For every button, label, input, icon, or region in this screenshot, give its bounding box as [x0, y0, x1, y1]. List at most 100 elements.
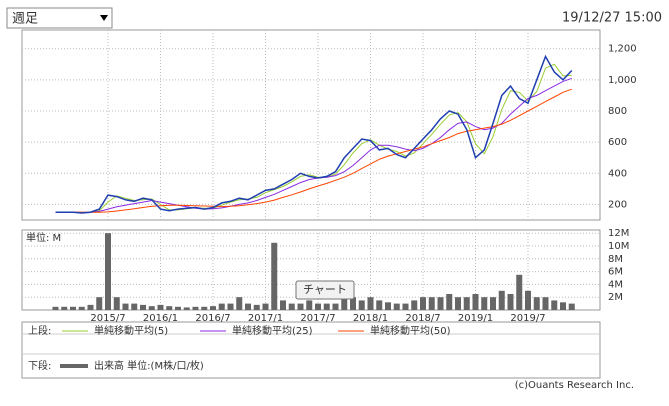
volume-bar [70, 306, 76, 310]
y-tick-label: 4M [608, 279, 623, 290]
y-tick-label: 200 [608, 199, 627, 210]
volume-bar [358, 300, 365, 310]
tooltip-box [295, 280, 355, 300]
volume-bar [315, 303, 321, 310]
volume-bar [280, 300, 286, 310]
y-tick-label: 1,000 [608, 75, 637, 86]
volume-bar [533, 297, 540, 310]
volume-bar [288, 303, 295, 310]
volume-bar [96, 297, 103, 310]
volume-bar [201, 306, 208, 310]
volume-bar [61, 306, 68, 310]
x-tick-label: 2015/7 [90, 313, 125, 324]
legend-label: 単純移動平均(50) [370, 324, 451, 337]
volume-bar [420, 297, 426, 310]
y-tick-label: 8M [608, 254, 623, 265]
volume-unit: 単位: M [26, 231, 61, 244]
volume-bar [507, 294, 514, 310]
volume-bar [218, 303, 225, 310]
volume-bar [428, 297, 435, 310]
volume-bar [306, 300, 313, 310]
period-select-label[interactable]: 週足 [12, 12, 38, 27]
volume-bar [105, 233, 111, 310]
volume-bar [367, 297, 374, 310]
volume-bar [175, 306, 181, 310]
volume-bar [498, 290, 505, 310]
volume-bar [393, 303, 400, 310]
x-tick-label: 2018/1 [353, 313, 388, 324]
y-tick-label: 2M [608, 292, 623, 303]
line [55, 63, 572, 213]
x-tick-label: 2019/7 [510, 313, 545, 324]
volume-bar [411, 300, 418, 310]
volume-bar [148, 306, 155, 310]
volume-legend-text: 出来高 単位:(M株/口/枚) [94, 359, 204, 372]
volume-bar [402, 303, 409, 310]
volume-bar [236, 297, 243, 310]
volume-bar [245, 303, 251, 310]
volume-bar [568, 303, 575, 310]
x-tick-label: 2017/1 [248, 313, 283, 324]
volume-bar [376, 300, 383, 310]
timestamp: 19/12/27 15:00 [562, 11, 662, 26]
volume-bar [446, 294, 453, 310]
x-tick-label: 2016/1 [143, 313, 178, 324]
volume-bar [210, 306, 216, 310]
volume-bar [323, 303, 330, 310]
volume-bar [52, 306, 59, 310]
volume-bar [166, 306, 173, 310]
volume-bar [437, 297, 444, 310]
volume-bar [271, 242, 278, 310]
x-tick-label: 2016/7 [195, 313, 230, 324]
lower-legend-label: 下段: [28, 359, 51, 372]
volume-bar [157, 304, 164, 310]
volume-bar [542, 297, 549, 310]
volume-bar [350, 297, 356, 310]
x-tick-label: 2019/1 [458, 313, 493, 324]
volume-bar [551, 300, 558, 310]
volume-bar [78, 306, 85, 310]
volume-bar [481, 297, 488, 310]
volume-bar [516, 274, 523, 310]
volume-bar [490, 297, 496, 310]
dropdown-arrow[interactable] [100, 15, 108, 21]
legend-label: 単純移動平均(25) [232, 324, 313, 337]
volume-bar [253, 304, 260, 310]
y-tick-label: 10M [608, 241, 629, 252]
volume-bar [472, 294, 479, 310]
line [55, 88, 572, 213]
y-tick-label: 1,200 [608, 44, 637, 55]
y-tick-label: 800 [608, 106, 627, 117]
volume-bar [262, 303, 269, 310]
line [55, 77, 572, 213]
period-select[interactable] [6, 7, 113, 29]
volume-bar [525, 290, 531, 310]
volume-bar [192, 306, 199, 310]
y-tick-label: 400 [608, 168, 627, 179]
y-tick-label: 600 [608, 137, 627, 148]
copyright: (c)Ouants Research Inc. [515, 380, 634, 391]
volume-bar [332, 303, 339, 310]
volume-bar [341, 297, 348, 310]
volume-bar [560, 302, 566, 310]
x-tick-label: 2018/7 [405, 313, 440, 324]
volume-bar [297, 303, 304, 310]
tooltip: チャート [295, 280, 355, 300]
volume-bar [463, 297, 470, 310]
volume-bar [455, 297, 461, 310]
volume-bar [131, 303, 138, 310]
x-tick-label: 2017/7 [300, 313, 335, 324]
line [55, 54, 573, 214]
volume-bar [183, 307, 190, 310]
legend-box [21, 321, 601, 379]
upper-legend-label: 上段: [28, 324, 51, 337]
volume-bar [122, 303, 129, 310]
y-tick-label: 6M [608, 267, 623, 278]
volume-bar [385, 302, 391, 310]
y-tick-label: 12M [608, 228, 629, 239]
volume-bar [113, 297, 120, 310]
volume-bar [227, 303, 234, 310]
tooltip-text: チャート [303, 283, 347, 296]
volume-bar [140, 304, 146, 310]
